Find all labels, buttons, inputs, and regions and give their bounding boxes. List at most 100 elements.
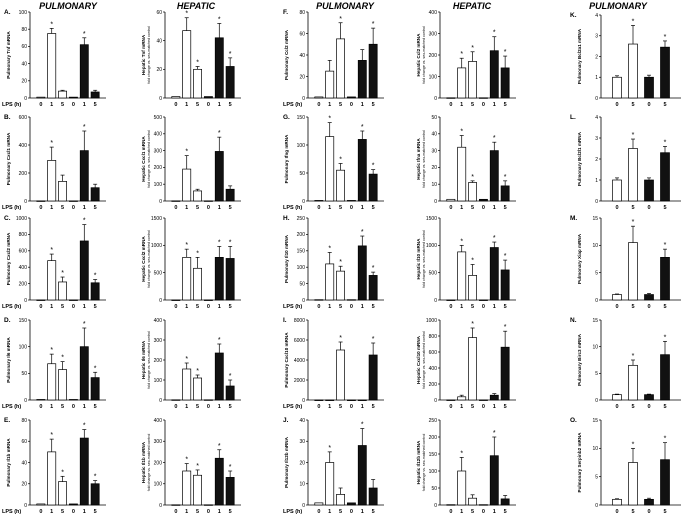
x-tick-label: 0 <box>350 404 353 410</box>
panel-letter: E. <box>4 417 10 424</box>
panel-letter: K. <box>570 12 577 19</box>
y-tick-label: 2 <box>595 157 598 163</box>
panel-letter: O. <box>570 417 577 424</box>
y-tick-label: 300 <box>154 338 163 344</box>
y-axis-label: Pulmonary Cxcl1 mRNA <box>6 132 11 185</box>
bar <box>468 182 477 202</box>
y-tick-label: 0 <box>159 96 162 102</box>
bar <box>660 257 670 301</box>
bar <box>500 269 510 301</box>
y-tick-label: 800 <box>429 334 438 340</box>
x-tick-label: 5 <box>94 102 97 108</box>
x-tick-label: 0 <box>647 102 650 108</box>
x-tick-label: 5 <box>372 404 375 410</box>
bar <box>79 437 89 506</box>
bar <box>357 245 367 301</box>
header-hepatic-1: HEPATIC <box>177 1 216 11</box>
y-axis-label: Pulmonary Bcl2l1 mRNA <box>577 131 582 186</box>
x-tick-label: 1 <box>361 205 364 211</box>
y-axis-sublabel: fold change vs. sex-matched control <box>422 331 426 389</box>
x-tick-label: 1 <box>83 102 86 108</box>
bar <box>500 346 510 401</box>
bar <box>225 188 235 202</box>
x-tick-label: 5 <box>631 102 634 108</box>
significance-star: * <box>504 324 507 331</box>
bar <box>314 399 324 401</box>
x-tick-label: 1 <box>50 304 53 310</box>
bar <box>182 470 192 506</box>
significance-star: * <box>339 156 342 163</box>
x-tick-label: 1 <box>185 509 188 515</box>
bar <box>612 498 622 506</box>
x-tick-label: 5 <box>94 404 97 410</box>
y-axis-sublabel: fold change vs. sex-matched control <box>422 230 426 288</box>
y-axis-label: Pulmonary Tnf mRNA <box>6 31 11 79</box>
significance-star: * <box>328 116 331 123</box>
y-axis-label: Pulmonary Il10 mRNA <box>284 234 289 283</box>
x-tick-label: 0 <box>317 509 320 515</box>
significance-star: * <box>504 49 507 56</box>
chart-B1: 0 200 400 600 Pulmonary Cxcl1 mRNA 0 * 1 5 0 * 1 5 B. <box>4 114 106 211</box>
y-tick-label: 50 <box>431 115 437 121</box>
significance-star: * <box>471 174 474 181</box>
x-tick-label: 0 <box>482 509 485 515</box>
x-tick-label: 0 <box>482 205 485 211</box>
bar <box>90 483 100 506</box>
x-tick-label: 5 <box>94 304 97 310</box>
y-tick-label: 1000 <box>151 243 162 249</box>
y-tick-label: 0 <box>24 503 27 509</box>
bar <box>457 146 467 202</box>
y-tick-label: 50 <box>299 171 305 177</box>
significance-star: * <box>504 174 507 181</box>
bar <box>325 462 335 506</box>
y-tick-label: 200 <box>429 435 438 441</box>
chart-K: 0 1 2 3 4 Pulmonary Bcl2a1 mRNA 0 * 5 0 * 5 K. <box>570 12 681 108</box>
y-axis-label: Hepatic Ifna mRNA <box>416 138 421 180</box>
x-tick-label: 0 <box>350 205 353 211</box>
x-tick-label: 0 <box>615 404 618 410</box>
bar <box>660 354 670 401</box>
x-tick-label: 0 <box>449 102 452 108</box>
y-tick-label: 30 <box>431 148 437 154</box>
header-hepatic-2: HEPATIC <box>453 1 492 11</box>
x-tick-label: 5 <box>229 509 232 515</box>
significance-star: * <box>460 450 463 457</box>
x-tick-label: 5 <box>372 304 375 310</box>
y-tick-label: 0 <box>302 503 305 509</box>
bar <box>182 30 192 99</box>
y-axis-label: Pulmonary Il6 mRNA <box>6 337 11 383</box>
x-tick-label: 1 <box>493 205 496 211</box>
x-tick-label: 1 <box>328 102 331 108</box>
x-tick-label: 0 <box>72 404 75 410</box>
bar <box>47 260 57 301</box>
bar <box>368 43 378 99</box>
bar <box>628 364 638 401</box>
x-tick-label: 1 <box>218 102 221 108</box>
significance-star: * <box>196 368 199 375</box>
x-tick-label: 1 <box>83 205 86 211</box>
bar <box>357 60 367 99</box>
x-tick-label: 0 <box>350 102 353 108</box>
y-tick-label: 0 <box>595 199 598 205</box>
y-tick-label: 40 <box>299 53 305 59</box>
significance-star: * <box>504 253 507 260</box>
bar <box>457 470 467 506</box>
y-tick-label: 2 <box>595 54 598 60</box>
bar <box>468 497 477 506</box>
bar <box>644 179 654 202</box>
bar <box>612 294 622 301</box>
x-tick-label: 1 <box>218 304 221 310</box>
y-tick-label: 250 <box>429 418 438 424</box>
y-axis-sublabel: fold change vs. sex-matched control <box>147 26 151 84</box>
y-tick-label: 40 <box>431 132 437 138</box>
y-tick-label: 300 <box>429 31 438 37</box>
x-tick-label: 0 <box>350 509 353 515</box>
chart-M: 0 5 10 15 Pulmonary Xiap mRNA 0 * 5 0 * 5 M. <box>570 215 681 310</box>
x-tick-label: 0 <box>350 304 353 310</box>
bar <box>47 160 57 202</box>
x-tick-label: 5 <box>94 509 97 515</box>
y-tick-label: 0 <box>302 398 305 404</box>
significance-star: * <box>50 140 53 147</box>
x-tick-label: 1 <box>361 102 364 108</box>
